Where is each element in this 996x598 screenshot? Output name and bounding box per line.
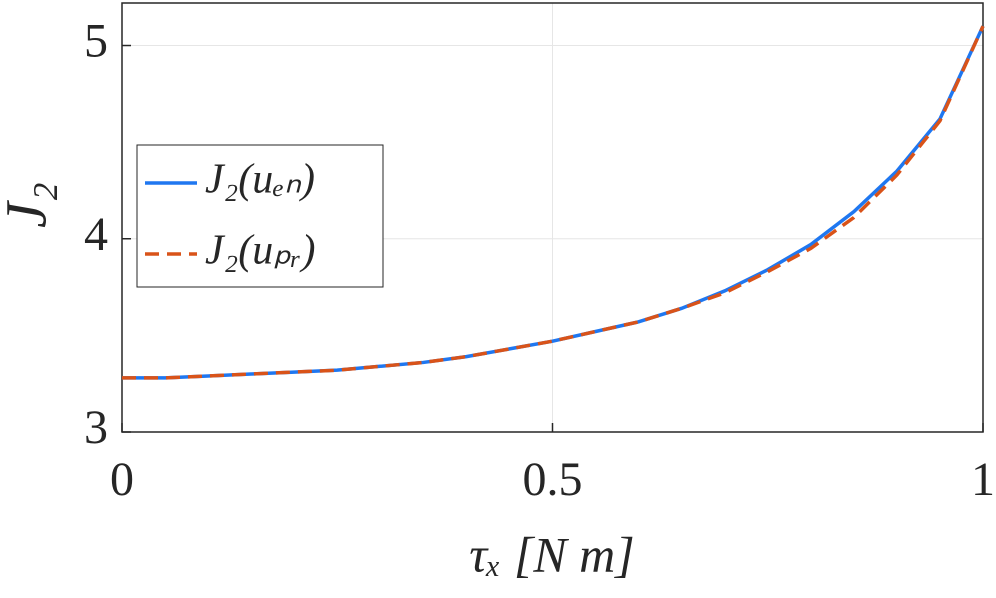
x-tick-label: 0.5 (523, 453, 583, 506)
y-tick-label: 5 (84, 15, 108, 68)
x-tick-label: 1 (971, 453, 995, 506)
legend-label: J₂(uₚᵣ) (205, 228, 316, 274)
y-tick-label: 3 (84, 401, 108, 454)
y-axis-label: J₂ (0, 182, 58, 228)
y-tick-label: 4 (84, 208, 108, 261)
data-line (122, 25, 985, 380)
x-axis-label: τₓ [N m] (469, 526, 634, 582)
plot-frame (121, 2, 984, 433)
legend-box (136, 144, 384, 288)
legend-label: J₂(uₑₙ) (205, 157, 315, 203)
x-tick-label: 0 (110, 453, 134, 506)
